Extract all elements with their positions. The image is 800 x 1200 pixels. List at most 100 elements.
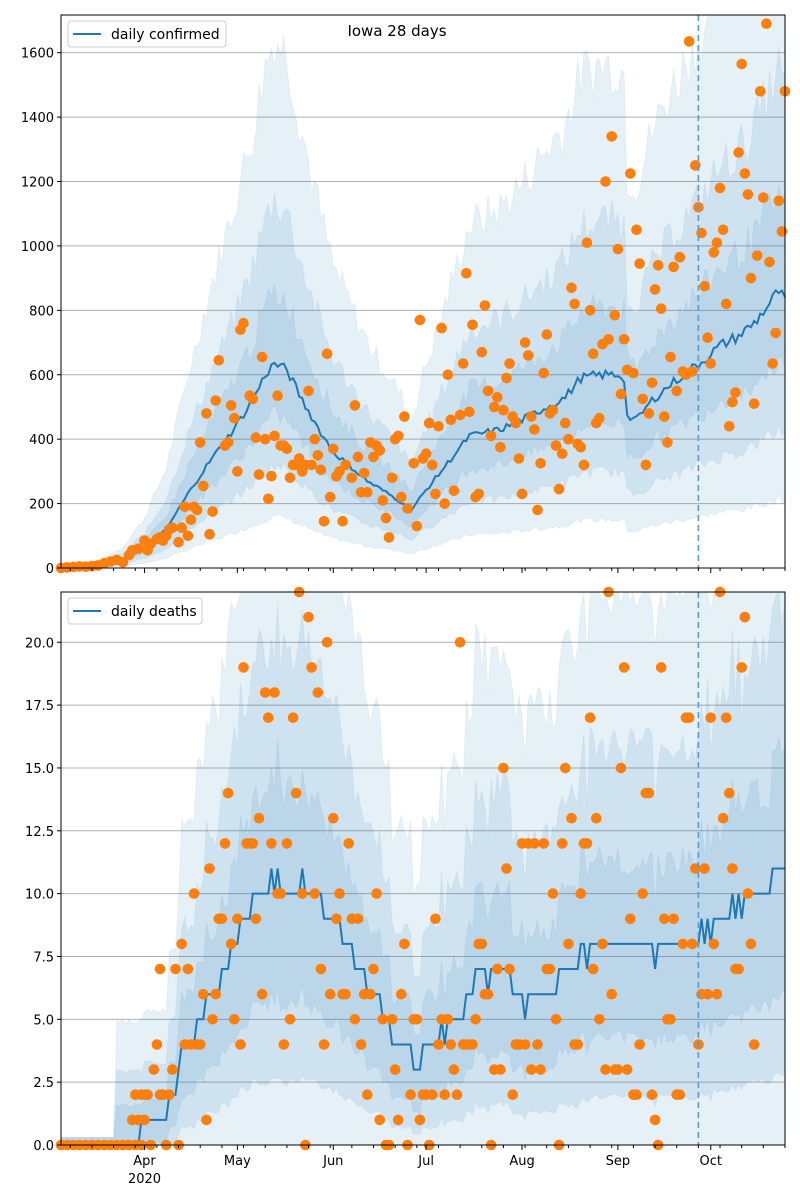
- confirmed-data-point: [655, 303, 667, 315]
- confirmed-data-point: [442, 369, 454, 381]
- deaths-xtick-label: Apr: [133, 1154, 156, 1169]
- confirmed-data-point: [631, 224, 642, 236]
- deaths-data-point: [392, 1114, 404, 1126]
- deaths-data-point: [575, 888, 587, 899]
- confirmed-data-point: [739, 168, 751, 179]
- confirmed-data-point: [733, 147, 744, 158]
- confirmed-data-point: [668, 261, 679, 273]
- confirmed-data-point: [618, 334, 630, 345]
- confirmed-data-point: [340, 459, 351, 471]
- deaths-data-point: [340, 988, 351, 1000]
- deaths-data-point: [349, 1014, 361, 1025]
- deaths-data-point: [686, 938, 698, 950]
- confirmed-data-point: [250, 432, 262, 443]
- deaths-data-point: [470, 1014, 481, 1025]
- deaths-data-point: [334, 888, 345, 899]
- deaths-data-point: [287, 712, 299, 723]
- deaths-data-point: [631, 1089, 642, 1100]
- deaths-data-point: [377, 1014, 389, 1025]
- confirmed-data-point: [253, 469, 265, 480]
- confirmed-panel: 0 200 400 600 800 1000 1200 1400 1600 Iowa 28 da…: [21, 14, 791, 577]
- confirmed-data-point: [315, 464, 327, 476]
- deaths-data-point: [702, 988, 713, 1000]
- deaths-data-point: [649, 1114, 661, 1126]
- chart-title: Iowa 28 days: [347, 22, 446, 40]
- confirmed-data-point: [464, 406, 475, 418]
- deaths-data-point: [148, 1064, 160, 1075]
- confirmed-data-point: [312, 450, 324, 461]
- deaths-legend: daily deaths: [67, 597, 203, 625]
- deaths-data-point: [151, 1039, 163, 1050]
- confirmed-data-point: [201, 408, 212, 419]
- confirmed-data-point: [194, 437, 206, 448]
- deaths-data-point: [591, 812, 602, 824]
- deaths-data-point: [724, 787, 735, 799]
- confirmed-data-point: [761, 18, 772, 30]
- confirmed-data-point: [414, 314, 426, 326]
- deaths-data-point: [331, 913, 342, 925]
- confirmed-data-point: [263, 493, 274, 505]
- confirmed-data-point: [671, 385, 682, 397]
- deaths-data-point: [278, 1039, 290, 1050]
- deaths-data-point: [219, 838, 231, 849]
- deaths-panel: 0.0 2.5 5.0 7.5 10.0 12.5 15.0 17.5 20.0 Apr May J…: [25, 586, 786, 1187]
- deaths-data-point: [448, 1064, 460, 1075]
- confirmed-data-point: [222, 437, 234, 448]
- deaths-data-point: [708, 938, 720, 950]
- deaths-data-point: [711, 988, 723, 1000]
- confirmed-data-point: [383, 532, 395, 543]
- deaths-data-point: [164, 1089, 175, 1100]
- deaths-data-point: [290, 787, 302, 799]
- deaths-xtick-label: Aug: [509, 1154, 534, 1169]
- confirmed-data-point: [609, 309, 621, 321]
- confirmed-data-point: [191, 504, 203, 516]
- deaths-xtick-label: Jul: [417, 1154, 434, 1169]
- confirmed-data-point: [396, 491, 407, 503]
- confirmed-data-point: [185, 514, 197, 525]
- deaths-data-point: [442, 1014, 454, 1025]
- deaths-data-point: [612, 1064, 624, 1075]
- confirmed-data-point: [720, 298, 732, 310]
- deaths-y-axis: 0.0 2.5 5.0 7.5 10.0 12.5 15.0 17.5 20.0: [25, 636, 61, 1154]
- deaths-data-point: [389, 1064, 401, 1075]
- confirmed-data-point: [408, 458, 420, 469]
- deaths-data-point: [736, 662, 747, 673]
- confirmed-data-point: [665, 351, 676, 363]
- confirmed-data-point: [649, 284, 661, 295]
- deaths-data-point: [352, 913, 364, 925]
- deaths-data-point: [677, 938, 689, 950]
- confirmed-data-point: [204, 528, 215, 540]
- confirmed-data-point: [581, 237, 593, 248]
- confirmed-data-point: [751, 250, 763, 261]
- confirmed-data-point: [433, 421, 444, 432]
- confirmed-data-point: [504, 358, 515, 369]
- deaths-data-point: [535, 1064, 546, 1075]
- confirmed-data-point: [457, 358, 469, 369]
- confirmed-data-point: [454, 409, 466, 421]
- confirmed-data-point: [439, 498, 451, 509]
- confirmed-data-point: [606, 131, 617, 142]
- deaths-data-point: [615, 762, 627, 774]
- confirmed-data-point: [495, 441, 506, 453]
- confirmed-data-point: [266, 470, 277, 482]
- confirmed-data-point: [402, 503, 413, 514]
- confirmed-data-point: [423, 417, 435, 429]
- confirmed-y-axis: 0 200 400 600 800 1000 1200 1400 1600: [21, 47, 61, 577]
- confirmed-data-point: [479, 300, 491, 311]
- confirmed-data-point: [306, 459, 317, 471]
- deaths-data-point: [263, 712, 274, 723]
- confirmed-data-point: [646, 377, 658, 389]
- confirmed-data-point: [229, 412, 240, 424]
- deaths-data-point: [550, 1014, 562, 1025]
- confirmed-data-point: [362, 487, 373, 498]
- deaths-data-point: [269, 687, 280, 698]
- deaths-data-point: [297, 888, 308, 899]
- confirmed-data-point: [173, 536, 184, 548]
- deaths-ytick-label: 7.5: [33, 950, 54, 965]
- deaths-data-point: [467, 1039, 478, 1050]
- deaths-ytick-label: 17.5: [25, 699, 54, 714]
- deaths-data-point: [572, 1039, 583, 1050]
- confirmed-data-point: [727, 396, 738, 408]
- deaths-data-point: [142, 1089, 153, 1100]
- confirmed-data-point: [566, 282, 577, 294]
